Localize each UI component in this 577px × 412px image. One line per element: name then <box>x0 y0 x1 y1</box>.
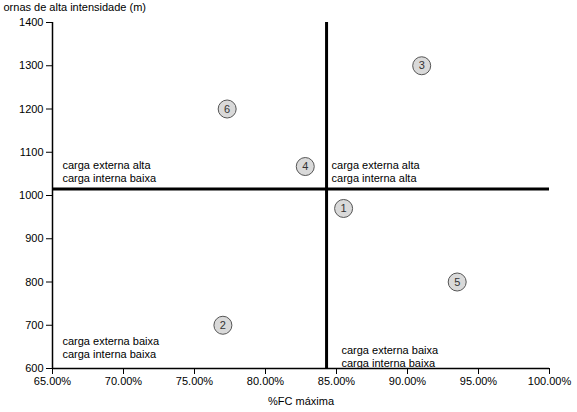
svg-text:1400: 1400 <box>19 16 43 28</box>
svg-text:5: 5 <box>454 276 460 288</box>
svg-text:75.00%: 75.00% <box>176 375 214 387</box>
svg-text:90.00%: 90.00% <box>389 375 427 387</box>
svg-text:ornas de alta intensidade (m): ornas de alta intensidade (m) <box>4 1 146 13</box>
svg-text:80.00%: 80.00% <box>247 375 285 387</box>
svg-text:1100: 1100 <box>20 146 44 158</box>
svg-text:900: 900 <box>25 232 43 244</box>
svg-text:%FC máxima: %FC máxima <box>268 395 335 407</box>
svg-text:95.00%: 95.00% <box>460 375 498 387</box>
svg-text:carga externa altacarga intern: carga externa altacarga interna alta <box>332 159 421 184</box>
svg-text:3: 3 <box>419 59 425 71</box>
svg-text:600: 600 <box>25 362 43 374</box>
svg-text:2: 2 <box>220 319 226 331</box>
svg-text:4: 4 <box>302 160 308 172</box>
svg-text:100.00%: 100.00% <box>528 375 572 387</box>
svg-text:carga externa baixacarga inter: carga externa baixacarga interna baixa <box>62 335 159 360</box>
svg-text:700: 700 <box>25 319 43 331</box>
svg-text:carga externa altacarga intern: carga externa altacarga interna baixa <box>62 159 156 184</box>
svg-text:85.00%: 85.00% <box>318 375 356 387</box>
svg-text:1000: 1000 <box>19 189 43 201</box>
svg-text:carga externa baixacarga inter: carga externa baixacarga interna baixa <box>341 344 438 369</box>
svg-text:65.00%: 65.00% <box>34 375 72 387</box>
svg-text:1300: 1300 <box>19 59 43 71</box>
svg-text:6: 6 <box>224 103 230 115</box>
svg-text:70.00%: 70.00% <box>105 375 143 387</box>
svg-text:800: 800 <box>25 276 43 288</box>
svg-text:1: 1 <box>341 202 347 214</box>
svg-text:1200: 1200 <box>19 103 43 115</box>
